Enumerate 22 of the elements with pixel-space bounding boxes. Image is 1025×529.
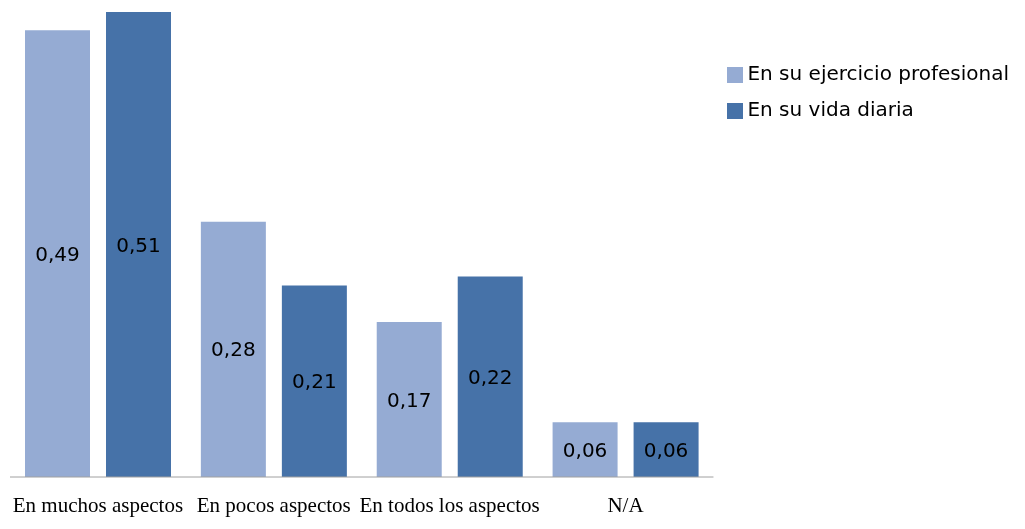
legend-label: En su ejercicio profesional	[747, 61, 1009, 85]
data-label: 0,21	[292, 369, 337, 394]
bar	[633, 422, 699, 477]
x-tick-label: N/A	[607, 492, 645, 517]
x-tick-label: En todos los aspectos	[359, 492, 540, 517]
bar	[25, 30, 90, 477]
bar	[552, 422, 618, 477]
data-label: 0,49	[35, 241, 80, 266]
data-label: 0,06	[643, 437, 689, 462]
data-label: 0,22	[467, 364, 513, 389]
data-label: 0,06	[562, 437, 608, 462]
data-label: 0,17	[386, 387, 432, 412]
legend-label: En su vida diaria	[747, 97, 914, 121]
bar	[200, 221, 266, 477]
bar	[281, 285, 347, 477]
bar	[106, 12, 171, 477]
x-tick-label: En pocos aspectos	[196, 492, 351, 517]
bar	[376, 322, 442, 477]
data-label: 0,28	[211, 337, 256, 362]
x-tick-label: En muchos aspectos	[12, 492, 184, 517]
data-label: 0,51	[116, 232, 161, 257]
bar	[457, 276, 523, 477]
